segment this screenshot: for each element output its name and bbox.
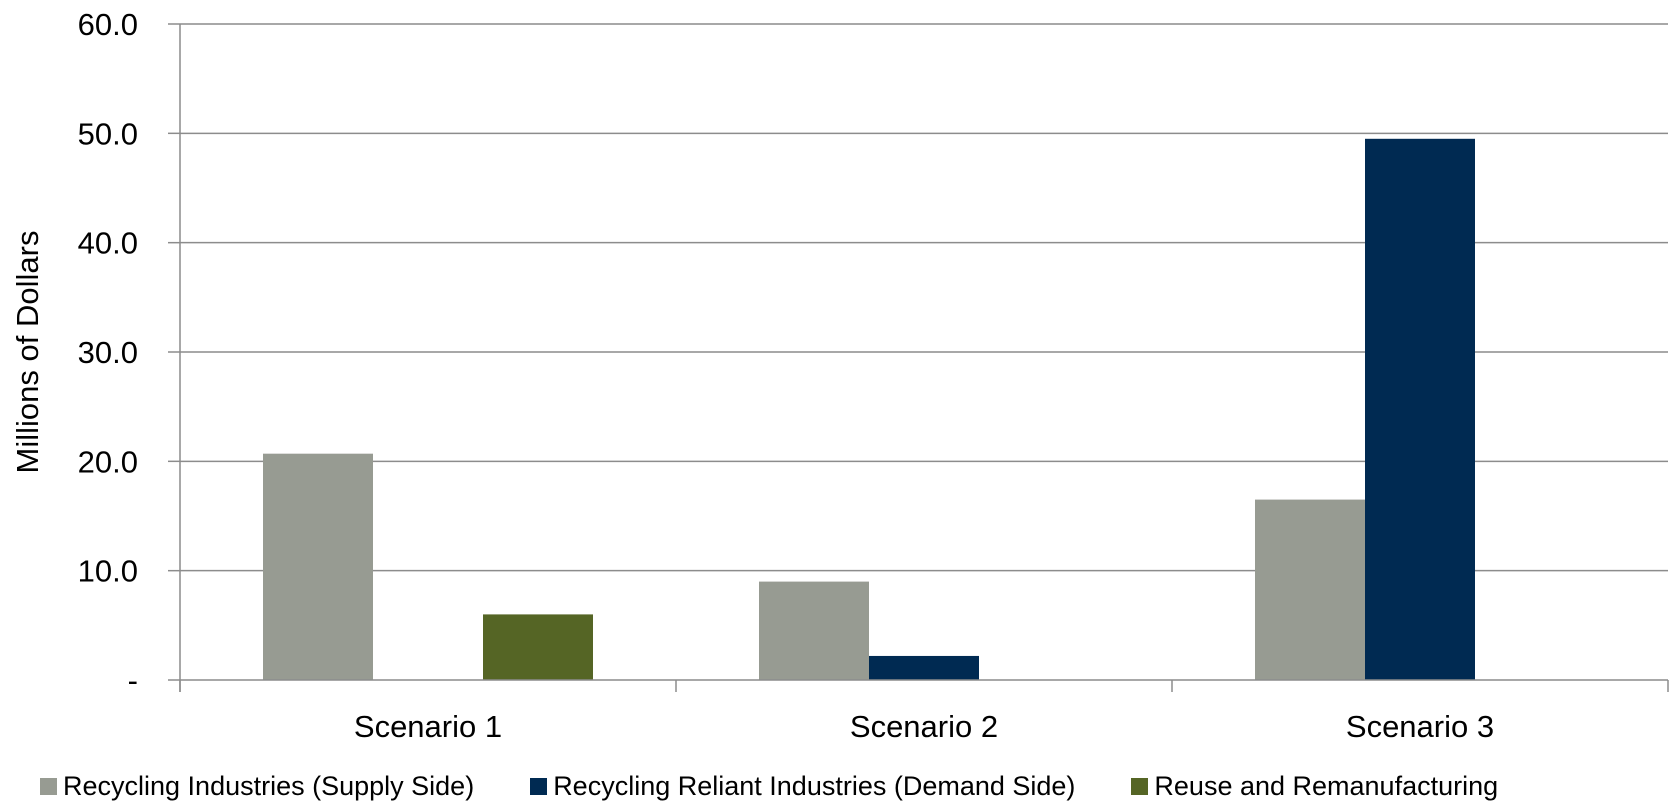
bar-1-1 — [263, 453, 373, 680]
x-tick-label: Scenario 2 — [850, 709, 998, 744]
y-tick-label: 60.0 — [78, 7, 138, 42]
legend-label: Recycling Reliant Industries (Demand Sid… — [553, 770, 1076, 801]
y-tick-labels: - 10.0 20.0 30.0 40.0 50.0 60.0 — [78, 7, 138, 698]
legend-item: Recycling Reliant Industries (Demand Sid… — [530, 771, 1075, 802]
y-tick-label: 30.0 — [78, 335, 138, 370]
axes — [179, 24, 1669, 692]
y-tick-label: 50.0 — [78, 116, 138, 151]
legend-label: Reuse and Remanufacturing — [1154, 770, 1499, 801]
y-tick-label: 10.0 — [78, 554, 138, 589]
bar-1-2 — [759, 581, 869, 680]
y-tick-label: 20.0 — [78, 444, 138, 479]
y-tick-label: - — [128, 663, 138, 698]
legend-swatch — [40, 777, 57, 795]
y-axis-label: Millions of Dollars — [10, 231, 45, 474]
bar-2-2 — [869, 655, 979, 680]
bar-2-3 — [1365, 138, 1475, 681]
legend-label: Recycling Industries (Supply Side) — [63, 770, 475, 801]
bar-1-3 — [1255, 499, 1365, 680]
bars — [263, 138, 1475, 681]
legend-swatch — [530, 777, 548, 795]
x-tick-labels: Scenario 1 Scenario 2 Scenario 3 — [354, 709, 1494, 744]
y-tick-label: 40.0 — [78, 226, 138, 261]
legend-item: Reuse and Remanufacturing — [1131, 771, 1498, 802]
x-tick-label: Scenario 1 — [354, 709, 502, 744]
legend-swatch — [1131, 777, 1149, 795]
bar-3-1 — [483, 614, 593, 680]
legend: Recycling Industries (Supply Side) Recycl… — [40, 771, 1498, 801]
x-tick-label: Scenario 3 — [1346, 709, 1494, 744]
legend-item: Recycling Industries (Supply Side) — [40, 771, 474, 802]
